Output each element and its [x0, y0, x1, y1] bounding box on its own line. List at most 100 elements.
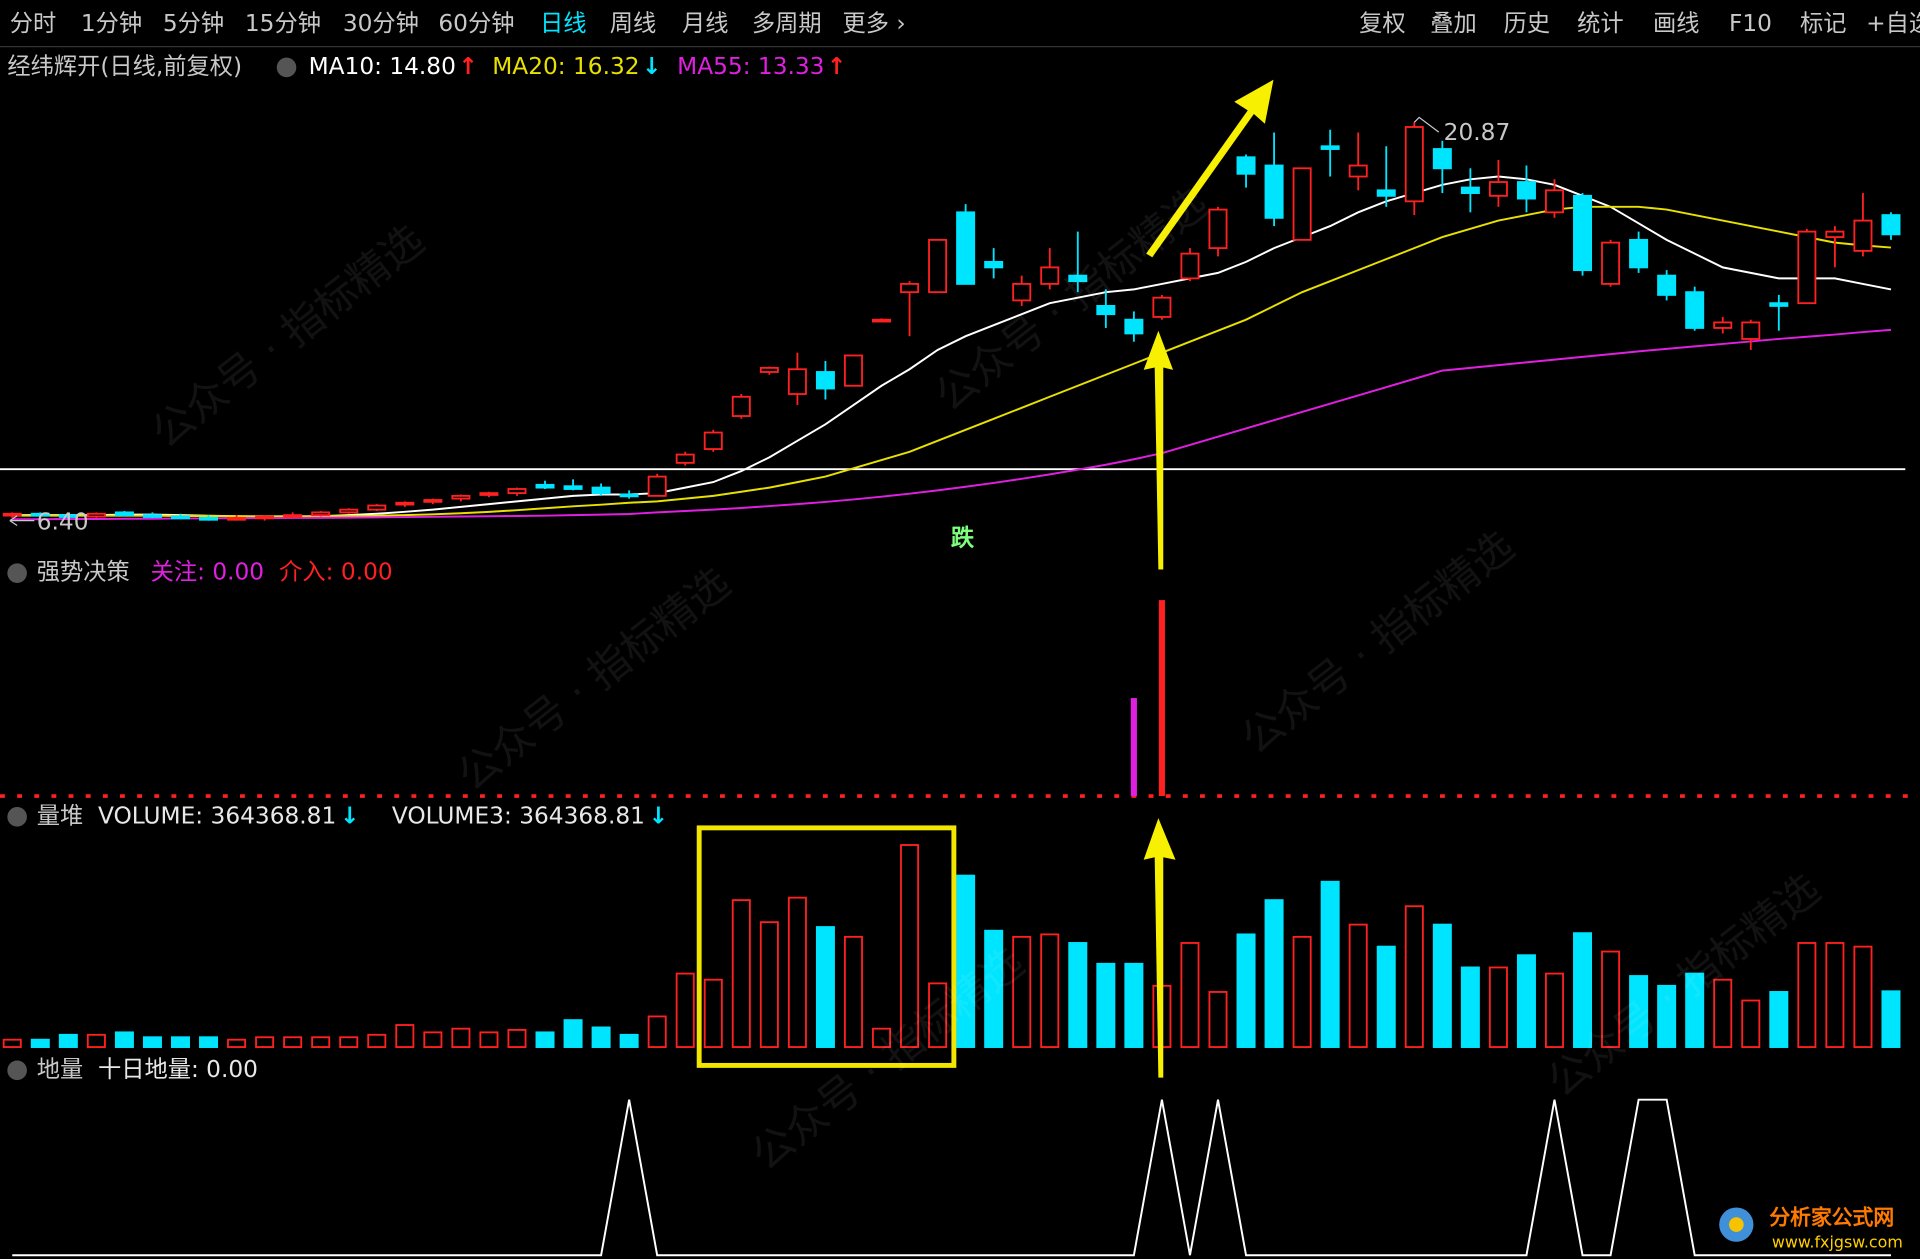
- candle-body: [591, 486, 611, 495]
- candle-body: [872, 318, 892, 323]
- toolbar-button[interactable]: +自选: [1866, 10, 1920, 37]
- volume-bar: [58, 1033, 78, 1048]
- candle-body: [367, 504, 387, 511]
- volume-bar: [339, 1036, 359, 1048]
- candle-body: [1741, 321, 1761, 340]
- period-tab[interactable]: 日线: [540, 10, 587, 37]
- trend-arrow: ↓: [340, 802, 359, 829]
- volume-bar: [1573, 932, 1593, 1048]
- dropdown-icon[interactable]: [7, 1060, 27, 1081]
- panel-title: 量堆: [37, 802, 84, 829]
- volume-bar: [1432, 923, 1452, 1048]
- indicator-value: 介入: 0.00: [279, 559, 393, 586]
- volume-bar: [2, 1038, 22, 1048]
- low-pointer: [9, 515, 35, 527]
- candle-body: [1096, 305, 1116, 316]
- volume-bar: [928, 982, 948, 1048]
- volume-bar: [1741, 999, 1761, 1048]
- candle-body: [928, 238, 948, 294]
- arrow: [1143, 818, 1176, 1078]
- volume-bar: [1292, 935, 1312, 1048]
- toolbar-button[interactable]: 标记: [1800, 10, 1847, 37]
- candle-body: [815, 371, 835, 390]
- candle-body: [1629, 238, 1649, 269]
- candle-body: [395, 501, 415, 506]
- candle-body: [1208, 208, 1228, 250]
- volume-bar: [1040, 933, 1060, 1048]
- volume-bar: [1545, 972, 1564, 1048]
- toolbar-button[interactable]: 历史: [1504, 10, 1551, 37]
- candle-body: [787, 368, 807, 395]
- period-tab[interactable]: 多周期: [752, 10, 822, 37]
- volume-bar: [1797, 942, 1817, 1048]
- trend-arrow: ↑: [827, 53, 846, 80]
- period-tab[interactable]: 30分钟: [343, 10, 419, 37]
- period-tab[interactable]: 15分钟: [245, 10, 321, 37]
- volume-bar: [451, 1027, 471, 1048]
- trend-arrow: ↑: [458, 53, 477, 80]
- stock-title: 经纬辉开(日线,前复权): [7, 53, 242, 80]
- toolbar-button[interactable]: 画线: [1653, 10, 1700, 37]
- indicator-value: 关注: 0.00: [151, 559, 265, 586]
- volume-bar: [647, 1015, 667, 1048]
- volume-bar: [255, 1036, 275, 1048]
- volume-bar: [984, 929, 1004, 1048]
- period-tab[interactable]: 月线: [682, 10, 729, 37]
- candle-body: [311, 511, 331, 517]
- toolbar-button[interactable]: 复权: [1359, 10, 1406, 37]
- candle-body: [1404, 126, 1424, 203]
- candle-body: [843, 354, 863, 387]
- candle-body: [1685, 291, 1705, 329]
- dropdown-icon[interactable]: [276, 57, 297, 78]
- period-tab[interactable]: 更多 ›: [842, 10, 905, 37]
- period-tab[interactable]: 60分钟: [438, 10, 514, 37]
- arrow: [1146, 79, 1274, 258]
- candle-body: [1040, 266, 1060, 285]
- volume-bar: [1320, 880, 1340, 1048]
- arrow: [1143, 330, 1174, 570]
- candle-body: [1236, 156, 1256, 175]
- dropdown-icon[interactable]: [7, 807, 27, 827]
- period-tab[interactable]: 分时: [10, 10, 57, 37]
- volume-bar: [423, 1031, 443, 1048]
- candle-body: [1516, 181, 1536, 200]
- panel-title: 强势决策: [37, 559, 130, 586]
- period-tab[interactable]: 周线: [610, 10, 657, 37]
- volume-bar: [872, 1027, 892, 1048]
- candle-body: [1657, 274, 1677, 296]
- volume-bar: [703, 978, 723, 1048]
- candle-body: [1881, 214, 1901, 236]
- candle-body: [1292, 167, 1312, 241]
- candle-body: [114, 511, 134, 517]
- volume-bar: [900, 844, 920, 1048]
- period-tab[interactable]: 1分钟: [81, 10, 142, 37]
- candle-body: [1012, 282, 1032, 302]
- candle-body: [451, 494, 471, 500]
- candle-body: [1825, 230, 1845, 239]
- dropdown-icon[interactable]: [7, 563, 27, 583]
- indicator-value: VOLUME: 364368.81: [98, 802, 336, 829]
- trend-arrow: ↓: [649, 802, 668, 829]
- logo-icon: [1728, 1217, 1744, 1232]
- candle-body: [900, 282, 920, 294]
- volume-bar: [1825, 942, 1845, 1048]
- moving-average-line: [12, 328, 1892, 521]
- indicator-value: MA20: 16.32: [492, 53, 639, 80]
- toolbar-button[interactable]: F10: [1729, 10, 1772, 37]
- candle-body: [170, 515, 190, 520]
- logo-name: 分析家公式网: [1769, 1205, 1894, 1229]
- volume-bar: [1404, 905, 1424, 1048]
- candle-body: [1180, 252, 1200, 280]
- trend-arrow: ↓: [642, 53, 661, 80]
- candle-body: [703, 431, 723, 450]
- volume-bar: [1629, 975, 1649, 1048]
- highlight-box: [696, 825, 957, 1068]
- volume-bar: [395, 1024, 415, 1048]
- period-tab[interactable]: 5分钟: [163, 10, 224, 37]
- candle-body: [1601, 241, 1621, 285]
- toolbar-button[interactable]: 统计: [1577, 10, 1624, 37]
- toolbar-button[interactable]: 叠加: [1430, 10, 1477, 37]
- candle-body: [1152, 296, 1172, 318]
- candle-body: [1432, 148, 1452, 170]
